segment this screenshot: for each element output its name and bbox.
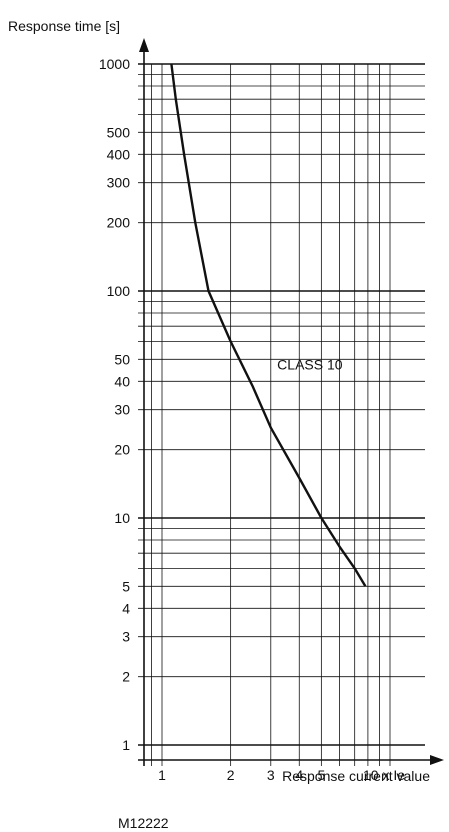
- y-tick-label: 10: [114, 510, 130, 526]
- series-line-class-10: [170, 63, 367, 587]
- x-tick-labels: 1 2 3 4 5 10 x Ie: [158, 767, 405, 783]
- axes: [138, 38, 444, 766]
- y-tick-label: 50: [114, 351, 130, 367]
- y-axis-title: Response time [s]: [8, 18, 120, 34]
- y-axis-arrow: [139, 38, 149, 52]
- x-axis-title: Response current value: [282, 768, 430, 784]
- y-tick-label: 2: [122, 669, 130, 685]
- y-tick-label: 200: [107, 215, 131, 231]
- y-tick-label: 5: [122, 578, 130, 594]
- y-tick-label: 30: [114, 402, 130, 418]
- x-tick-label: 4: [295, 767, 303, 783]
- figure-code: M12222: [118, 815, 169, 831]
- x-tick-label: 2: [227, 767, 235, 783]
- y-tick-label: 400: [107, 146, 131, 162]
- y-tick-label: 1000: [99, 56, 130, 72]
- x-tick-label: 5: [317, 767, 325, 783]
- y-tick-label: 500: [107, 124, 131, 140]
- x-tick-label: 10 x Ie: [363, 767, 405, 783]
- grid: [138, 63, 425, 766]
- y-tick-labels: 1 2 3 4 5 10 20 30 40 50 100 200 300 400 500 1000: [99, 56, 130, 753]
- y-tick-label: 300: [107, 175, 131, 191]
- curve-annotation: CLASS 10: [277, 357, 343, 373]
- series: [170, 63, 367, 587]
- y-tick-label: 100: [107, 283, 131, 299]
- x-tick-label: 3: [267, 767, 275, 783]
- x-axis-arrow: [430, 755, 444, 765]
- y-tick-label: 3: [122, 629, 130, 645]
- y-tick-label: 4: [122, 600, 130, 616]
- x-tick-label: 1: [158, 767, 166, 783]
- y-tick-label: 40: [114, 373, 130, 389]
- y-tick-label: 20: [114, 442, 130, 458]
- y-tick-label: 1: [122, 737, 130, 753]
